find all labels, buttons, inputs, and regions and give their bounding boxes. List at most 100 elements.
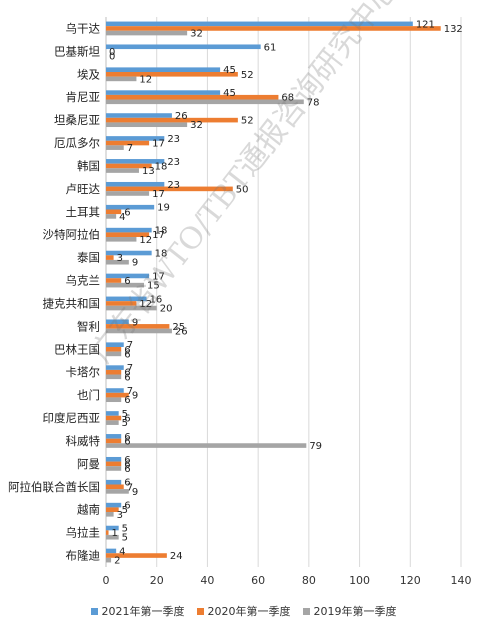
data-label: 6 [124,436,130,447]
bar [106,512,114,517]
bar [106,204,155,210]
bar [106,346,122,352]
bar [106,557,112,563]
bar [106,94,279,100]
bar [106,479,122,485]
data-label: 18 [155,249,168,260]
bar [106,140,150,146]
bar [106,525,119,531]
bar [106,90,221,95]
data-label: 25 [172,322,185,333]
category-label: 埃及 [77,67,100,81]
category-label: 捷克共和国 [43,296,101,310]
bar [106,466,122,471]
category-label: 巴基斯坦 [54,44,100,58]
data-label: 6 [124,464,130,475]
bar [106,534,119,540]
legend-swatch [302,607,310,615]
bar [106,328,172,334]
bar [106,530,109,535]
data-label: 132 [444,24,463,35]
data-label: 20 [160,304,173,315]
data-label: 2 [114,556,120,567]
bar [106,214,117,219]
bar [106,489,129,494]
data-label: 32 [190,29,203,40]
data-label: 6 [124,345,130,356]
category-label: 乌干达 [66,21,101,35]
data-label: 1 [112,528,118,539]
bar [106,26,441,31]
data-label: 6 [124,207,130,218]
data-label: 9 [132,317,138,328]
bar [106,301,137,306]
category-label: 布隆迪 [66,549,101,563]
data-label: 26 [175,326,188,337]
data-label: 3 [117,253,123,264]
data-label: 52 [241,70,254,81]
bar [106,484,124,490]
bar [106,163,152,169]
bar [106,181,165,187]
bar [106,168,139,173]
bar [106,305,157,311]
data-label: 5 [122,505,128,516]
data-label: 9 [132,258,138,269]
bar [106,259,129,265]
data-label: 7 [127,363,133,374]
bar [106,227,152,233]
bar [106,296,147,302]
category-labels: 乌干达巴基斯坦埃及肯尼亚坦桑尼亚厄瓜多尔韩国卢旺达土耳其沙特阿拉伯泰国乌克兰捷克… [8,21,100,562]
bar [106,186,233,192]
category-label: 韩国 [77,159,100,173]
x-tick-labels: 0 20 40 60 80 100 120 140 [103,574,472,587]
data-label: 5 [122,409,128,420]
data-label: 6 [124,459,130,470]
bar [106,117,238,123]
category-label: 卡塔尔 [66,365,101,379]
data-label: 12 [139,299,152,310]
category-label: 越南 [77,503,100,517]
bar [106,365,124,370]
bar [106,278,122,283]
category-label: 厄瓜多尔 [54,136,100,150]
category-label: 泰国 [77,251,100,265]
bar [106,548,117,554]
data-label: 0 [109,51,115,62]
bar [106,209,122,215]
category-label: 土耳其 [66,205,101,219]
data-label: 5 [122,418,128,429]
x-tick-label: 120 [400,574,421,587]
bar [106,136,165,141]
bar [106,324,170,329]
bar [106,191,150,196]
data-label: 12 [139,74,152,85]
data-label: 24 [170,551,183,562]
data-label: 32 [190,120,203,131]
bar [106,434,122,439]
data-label: 45 [223,88,236,99]
category-label: 科威特 [66,434,101,448]
data-label: 68 [281,93,294,104]
bar [106,456,122,462]
category-label: 阿曼 [77,457,100,471]
bar [106,44,261,50]
data-label: 6 [124,276,130,287]
data-label: 13 [142,166,155,177]
data-label: 9 [132,391,138,402]
data-label: 3 [117,510,123,521]
data-label: 6 [124,368,130,379]
data-label: 4 [119,212,125,223]
bar [106,392,129,398]
bar [106,122,188,128]
data-label: 79 [309,441,322,452]
data-label: 17 [152,230,165,241]
category-label: 也门 [77,388,100,402]
bar [106,342,124,347]
category-label: 巴林王国 [54,342,100,356]
category-label: 沙特阿拉伯 [43,228,101,242]
data-label: 16 [150,294,163,305]
bar [106,250,152,256]
x-tick-label: 60 [251,574,265,587]
